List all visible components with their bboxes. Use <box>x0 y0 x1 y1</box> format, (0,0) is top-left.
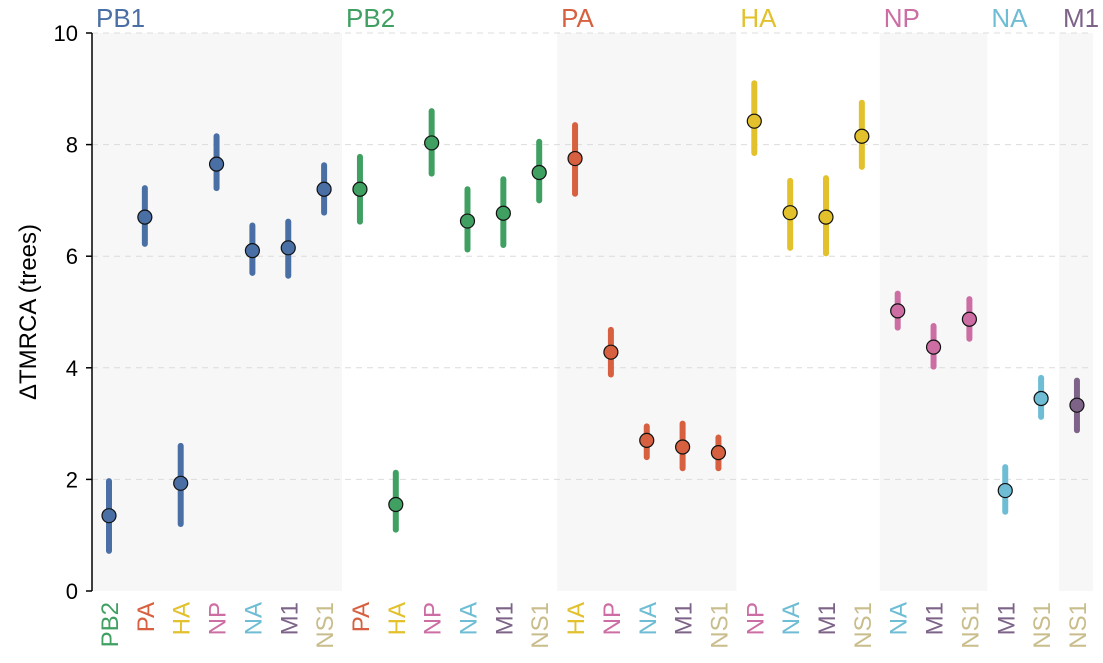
x-tick-pb2-na: NA <box>456 602 483 635</box>
x-tick-na-m1: M1 <box>993 602 1020 635</box>
point-pb2-np <box>424 135 440 151</box>
x-tick-pb1-pa: PA <box>133 602 160 632</box>
x-tick-pa-na: NA <box>635 602 662 635</box>
x-tick-labels: PB2 PA HA NP NA M1 NS1 PA HA NP NA M1 NS1 HA NP NA M1 NS1… <box>97 602 1092 649</box>
x-tick-pa-m1: M1 <box>671 602 698 635</box>
x-tick-pa-ha: HA <box>563 602 590 635</box>
x-tick-pb2-ha: HA <box>384 602 411 635</box>
y-axis-label: ΔTMRCA (trees) <box>15 224 42 400</box>
group-label-m1: M1 <box>1063 3 1099 33</box>
point-pb2-m1 <box>495 205 511 221</box>
x-tick-pa-np: NP <box>599 602 626 635</box>
group-label-pb1: PB1 <box>96 3 145 33</box>
shade-pb1 <box>92 33 343 591</box>
point-pb1-ha <box>173 475 189 491</box>
point-pb2-na <box>459 213 476 229</box>
x-tick-pb2-m1: M1 <box>491 602 518 635</box>
point-ha-m1 <box>818 209 834 225</box>
x-tick-pb2-np: NP <box>420 602 447 635</box>
data-points <box>101 113 1085 524</box>
point-pb1-pa <box>137 209 153 225</box>
point-m1-ns1 <box>1069 397 1085 413</box>
group-label-pa: PA <box>561 3 594 33</box>
y-tick-6: 6 <box>66 244 78 269</box>
x-tick-pb2-pa: PA <box>348 602 375 632</box>
x-tick-pb1-ha: HA <box>169 602 196 635</box>
x-tick-pb1-pb2: PB2 <box>97 602 124 647</box>
group-label-np: NP <box>884 3 920 33</box>
x-tick-np-m1: M1 <box>922 602 949 635</box>
group-labels: PB1 PB2 PA HA NP NA M1 <box>96 3 1099 33</box>
y-tick-labels: 0 2 4 6 8 10 <box>54 21 92 604</box>
point-pa-ha <box>567 150 583 167</box>
x-tick-np-na: NA <box>886 602 913 635</box>
group-label-pb2: PB2 <box>346 3 395 33</box>
point-na-ns1 <box>1033 390 1049 407</box>
point-np-m1 <box>925 339 942 355</box>
point-np-ns1 <box>961 311 978 327</box>
point-pb1-pb2 <box>101 508 117 524</box>
point-pb1-na <box>244 243 260 259</box>
shade-pa <box>557 33 737 591</box>
point-pb1-m1 <box>280 240 296 256</box>
x-tick-pb1-ns1: NS1 <box>312 602 339 649</box>
x-tick-pb1-np: NP <box>205 602 232 635</box>
point-ha-ns1 <box>854 128 870 144</box>
point-pa-ns1 <box>710 445 727 461</box>
x-tick-m1-ns1: NS1 <box>1065 602 1092 649</box>
shade-m1 <box>1059 33 1093 591</box>
x-tick-np-ns1: NS1 <box>957 602 984 649</box>
point-np-na <box>890 303 906 319</box>
x-tick-ha-na: NA <box>778 602 805 635</box>
y-gridlines <box>92 32 1093 480</box>
point-pb2-ha <box>388 496 404 513</box>
group-label-ha: HA <box>740 3 777 33</box>
x-tick-ha-np: NP <box>742 602 769 635</box>
x-tick-ha-ns1: NS1 <box>850 602 877 649</box>
y-tick-0: 0 <box>66 579 78 604</box>
x-tick-pb1-m1: M1 <box>276 602 303 635</box>
point-pb2-pa <box>352 181 368 197</box>
x-tick-pb2-ns1: NS1 <box>527 602 554 649</box>
group-shading <box>92 33 1093 591</box>
point-pa-m1 <box>674 439 691 455</box>
point-pa-np <box>603 344 619 360</box>
point-pb1-np <box>208 156 225 172</box>
point-pb2-ns1 <box>531 164 547 181</box>
y-tick-4: 4 <box>66 356 78 381</box>
y-tick-8: 8 <box>66 133 78 158</box>
point-pa-na <box>639 432 655 448</box>
y-tick-2: 2 <box>66 467 78 492</box>
point-pb1-ns1 <box>316 181 332 197</box>
x-tick-pa-ns1: NS1 <box>706 602 733 649</box>
y-tick-10: 10 <box>54 21 78 46</box>
point-na-m1 <box>997 482 1013 499</box>
point-ha-np <box>746 113 762 129</box>
x-tick-na-ns1: NS1 <box>1029 602 1056 649</box>
x-tick-pb1-na: NA <box>240 602 267 635</box>
x-tick-ha-m1: M1 <box>814 602 841 635</box>
point-ha-na <box>782 205 798 221</box>
group-label-na: NA <box>991 3 1028 33</box>
